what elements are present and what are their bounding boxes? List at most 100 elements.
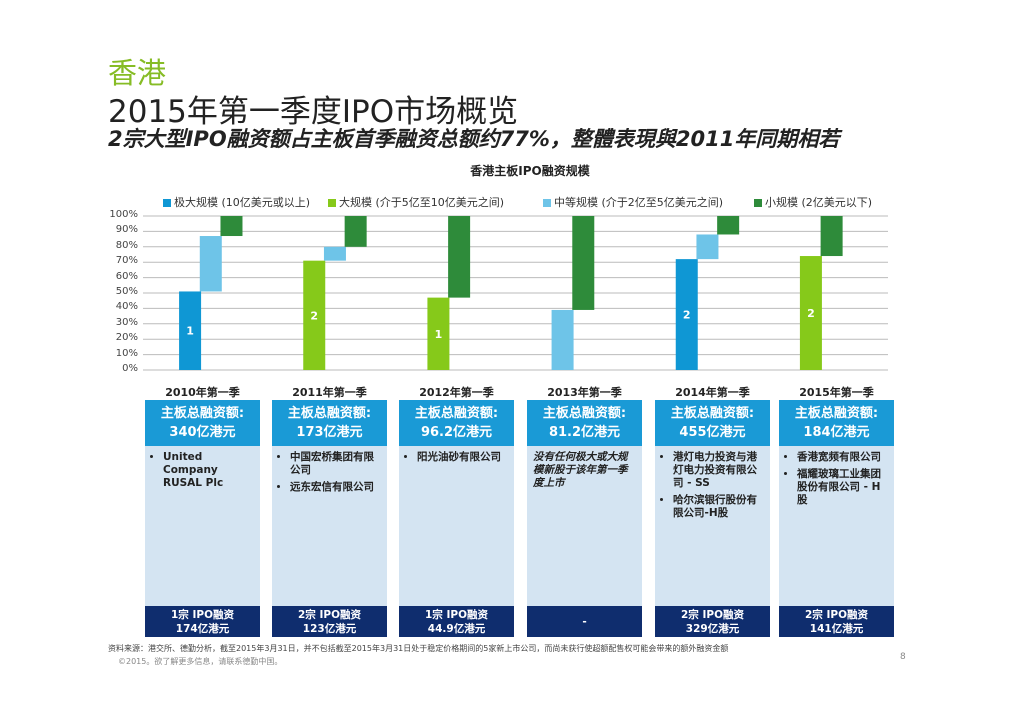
card-year: 2012年第一季 xyxy=(419,386,494,399)
bar-segment xyxy=(696,234,719,260)
legend-swatch xyxy=(328,199,336,207)
card-header-label: 主板总融资额: xyxy=(414,406,499,421)
card-total: 173亿港元 xyxy=(296,425,363,440)
card-footer: - xyxy=(527,606,642,637)
card-year: 2015年第一季 xyxy=(799,386,874,399)
y-tick-label: 20% xyxy=(115,332,138,344)
card-footer: 1宗 IPO融资 44.9亿港元 xyxy=(399,606,514,637)
chart-title: 香港主板IPO融资规模 xyxy=(470,164,590,178)
ipo-count: - xyxy=(582,616,587,628)
bar-segment xyxy=(551,309,574,370)
card-note: 没有任何极大或大规模新股于该年第一季度上市 xyxy=(533,451,628,489)
card-header: 主板总融资额: 340亿港元 xyxy=(145,400,260,446)
bar-segment xyxy=(303,260,326,370)
card-year: 2010年第一季 xyxy=(165,386,240,399)
legend-label: 中等规模 (介于2亿至5亿美元之间) xyxy=(554,196,724,209)
page-subtitle: 2宗大型IPO融资额占主板首季融资总额约77%，整體表現與2011年同期相若 xyxy=(108,127,840,151)
card-body: 中国宏桥集团有限公司远东宏信有限公司 xyxy=(272,446,387,606)
card-body: United Company RUSAL Plc xyxy=(145,446,260,606)
y-tick-label: 40% xyxy=(115,301,138,313)
bar-segment xyxy=(799,256,822,370)
company-item: 阳光油砂有限公司 xyxy=(417,451,508,464)
company-item: 港灯电力投资与港灯电力投资有限公司 - SS xyxy=(673,451,764,490)
bar-label: 2 xyxy=(807,307,815,320)
ipo-count: 1宗 IPO融资 xyxy=(171,609,234,621)
legend-swatch xyxy=(163,199,171,207)
bar-segment xyxy=(427,297,450,370)
y-tick-label: 10% xyxy=(115,347,138,359)
card-header-label: 主板总融资额: xyxy=(670,406,755,421)
ipo-count: 2宗 IPO融资 xyxy=(805,609,868,621)
card-year: 2013年第一季 xyxy=(547,386,622,399)
ipo-amount: 141亿港元 xyxy=(809,623,864,635)
legend-label: 极大规模 (10亿美元或以上) xyxy=(174,196,311,209)
bar-label: 1 xyxy=(435,328,443,341)
y-tick-label: 50% xyxy=(115,286,138,297)
bar-segment xyxy=(717,216,740,235)
card-header-label: 主板总融资额: xyxy=(287,406,372,421)
source-note: 资料来源：港交所、德勤分析，截至2015年3月31日，并不包括截至2015年3月… xyxy=(108,644,729,653)
card-header-label: 主板总融资额: xyxy=(542,406,627,421)
region-title: 香港 xyxy=(108,56,167,90)
bar-segment xyxy=(199,236,222,292)
company-item: United Company RUSAL Plc xyxy=(163,451,254,490)
legend-swatch xyxy=(543,199,551,207)
card-header: 主板总融资额: 455亿港元 xyxy=(655,400,770,446)
card-footer: 2宗 IPO融资 329亿港元 xyxy=(655,606,770,637)
card-total: 455亿港元 xyxy=(679,425,746,440)
bar-segment xyxy=(675,259,698,370)
y-tick-label: 90% xyxy=(115,224,138,236)
card-total: 96.2亿港元 xyxy=(420,425,493,440)
card-header: 主板总融资额: 81.2亿港元 xyxy=(527,400,642,446)
card-header: 主板总融资额: 173亿港元 xyxy=(272,400,387,446)
card-header-label: 主板总融资额: xyxy=(160,406,245,421)
company-item: 香港宽频有限公司 xyxy=(797,451,888,464)
company-item: 哈尔滨银行股份有限公司-H股 xyxy=(673,494,764,520)
ipo-count: 2宗 IPO融资 xyxy=(681,609,744,621)
page-title: 2015年第一季度IPO市场概览 xyxy=(108,94,519,130)
company-item: 远东宏信有限公司 xyxy=(290,481,381,494)
bar-label: 1 xyxy=(186,325,194,338)
legend-item: 中等规模 (介于2亿至5亿美元之间) xyxy=(543,194,723,210)
ipo-amount: 44.9亿港元 xyxy=(427,623,486,635)
bar-segment xyxy=(179,291,202,370)
y-tick-label: 100% xyxy=(109,209,138,220)
legend-swatch xyxy=(754,199,762,207)
copyright: ©2015。欲了解更多信息，请联系德勤中国。 xyxy=(118,657,283,666)
bar-segment xyxy=(820,216,843,257)
card-footer: 2宗 IPO融资 123亿港元 xyxy=(272,606,387,637)
page-number: 8 xyxy=(900,652,906,662)
card-body: 港灯电力投资与港灯电力投资有限公司 - SS 哈尔滨银行股份有限公司-H股 xyxy=(655,446,770,606)
bar-segment xyxy=(448,216,471,298)
card-body: 阳光油砂有限公司 xyxy=(399,446,514,606)
legend-label: 小规模 (2亿美元以下) xyxy=(765,196,873,209)
bar-segment xyxy=(220,216,243,237)
card-total: 81.2亿港元 xyxy=(548,425,621,440)
card-footer: 1宗 IPO融资 174亿港元 xyxy=(145,606,260,637)
company-item: 福耀玻璃工业集团股份有限公司 - H股 xyxy=(797,468,888,507)
y-tick-label: 0% xyxy=(122,363,138,374)
card-footer: 2宗 IPO融资 141亿港元 xyxy=(779,606,894,637)
ipo-amount: 123亿港元 xyxy=(302,623,357,635)
card-year: 2014年第一季 xyxy=(675,386,750,399)
legend-item: 小规模 (2亿美元以下) xyxy=(754,194,872,210)
bar-label: 2 xyxy=(310,309,318,322)
card-header: 主板总融资额: 184亿港元 xyxy=(779,400,894,446)
y-tick-label: 60% xyxy=(115,270,138,282)
card-body: 没有任何极大或大规模新股于该年第一季度上市 xyxy=(527,446,642,606)
company-item: 中国宏桥集团有限公司 xyxy=(290,451,381,477)
ipo-count: 1宗 IPO融资 xyxy=(425,609,488,621)
ipo-amount: 174亿港元 xyxy=(175,623,230,635)
bar-label: 2 xyxy=(683,309,691,322)
card-header-label: 主板总融资额: xyxy=(794,406,879,421)
legend-item: 极大规模 (10亿美元或以上) xyxy=(163,194,310,210)
card-body: 香港宽频有限公司福耀玻璃工业集团股份有限公司 - H股 xyxy=(779,446,894,606)
card-total: 340亿港元 xyxy=(169,425,236,440)
y-tick-label: 80% xyxy=(115,239,138,251)
card-total: 184亿港元 xyxy=(803,425,870,440)
card-header: 主板总融资额: 96.2亿港元 xyxy=(399,400,514,446)
ipo-amount: 329亿港元 xyxy=(685,623,740,635)
y-tick-label: 70% xyxy=(115,255,138,267)
bar-segment xyxy=(572,216,595,310)
card-year: 2011年第一季 xyxy=(292,386,367,399)
